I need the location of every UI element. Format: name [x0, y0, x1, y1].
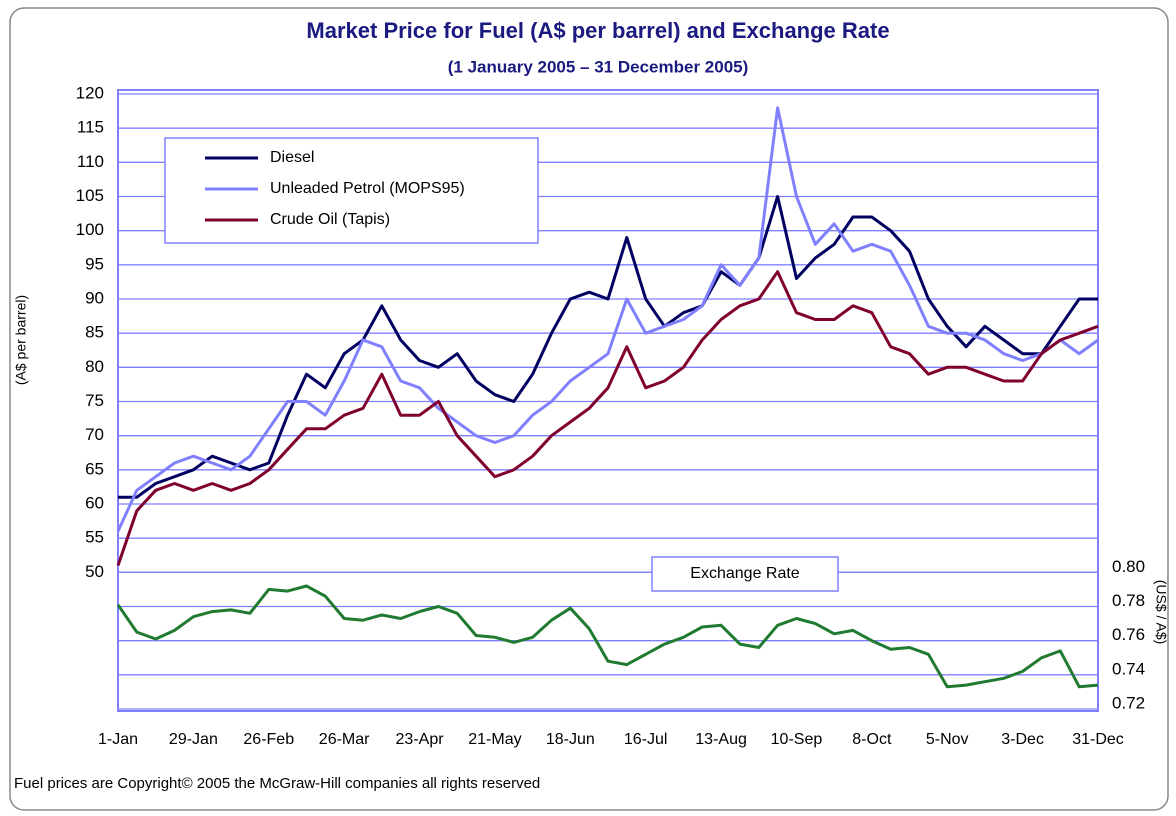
series-line [116, 270, 1099, 566]
y-tick-label: 80 [85, 357, 104, 376]
y-tick-label: 115 [77, 118, 104, 137]
series-line [118, 195, 1098, 499]
footnote: Fuel prices are Copyright© 2005 the McGr… [14, 775, 540, 792]
y-tick-label: 100 [76, 220, 104, 239]
y-tick-label: 95 [85, 254, 104, 273]
y2-tick-label: 0.74 [1112, 659, 1145, 678]
x-tick-label: 13-Aug [695, 731, 747, 748]
y-tick-label: 75 [85, 391, 104, 410]
x-tick-label: 5-Nov [926, 731, 969, 748]
x-tick-label: 23-Apr [396, 731, 445, 748]
y2-tick-label: 0.72 [1112, 693, 1145, 712]
y-tick-label: 90 [85, 288, 104, 307]
x-tick-label: 10-Sep [771, 731, 823, 748]
legend-label: Unleaded Petrol (MOPS95) [270, 180, 465, 197]
y-tick-label: 65 [85, 459, 104, 478]
x-tick-label: 31-Dec [1072, 731, 1124, 748]
legend-label: Exchange Rate [690, 565, 800, 582]
legend-label: Diesel [270, 149, 314, 166]
y-tick-label: 50 [85, 562, 104, 581]
series-line [116, 106, 1099, 532]
x-tick-label: 16-Jul [624, 731, 668, 748]
series-line [116, 584, 1099, 689]
x-tick-label: 26-Feb [243, 731, 294, 748]
x-tick-label: 18-Jun [546, 731, 595, 748]
x-tick-label: 26-Mar [319, 731, 370, 748]
y-tick-label: 105 [76, 186, 104, 205]
x-tick-label: 8-Oct [852, 731, 892, 748]
y-axis-title: (A$ per barrel) [13, 295, 29, 385]
y2-tick-label: 0.78 [1112, 591, 1145, 610]
y2-tick-label: 0.80 [1112, 557, 1145, 576]
y-tick-label: 85 [85, 323, 104, 342]
x-tick-label: 21-May [468, 731, 521, 748]
y-tick-label: 120 [76, 83, 104, 102]
y-tick-label: 60 [85, 493, 104, 512]
y-tick-label: 70 [85, 425, 104, 444]
chart-title: Market Price for Fuel (A$ per barrel) an… [306, 18, 889, 43]
legend-box [651, 556, 839, 592]
x-tick-label: 1-Jan [98, 731, 138, 748]
y2-tick-label: 0.76 [1112, 625, 1145, 644]
x-tick-label: 29-Jan [169, 731, 218, 748]
chart-subtitle: (1 January 2005 – 31 December 2005) [448, 57, 749, 76]
legend-label: Crude Oil (Tapis) [270, 211, 390, 228]
y-tick-label: 55 [85, 528, 104, 547]
x-tick-label: 3-Dec [1001, 731, 1044, 748]
y2-axis-title: (US$ / A$) [1153, 580, 1169, 645]
y-tick-label: 110 [77, 152, 104, 171]
